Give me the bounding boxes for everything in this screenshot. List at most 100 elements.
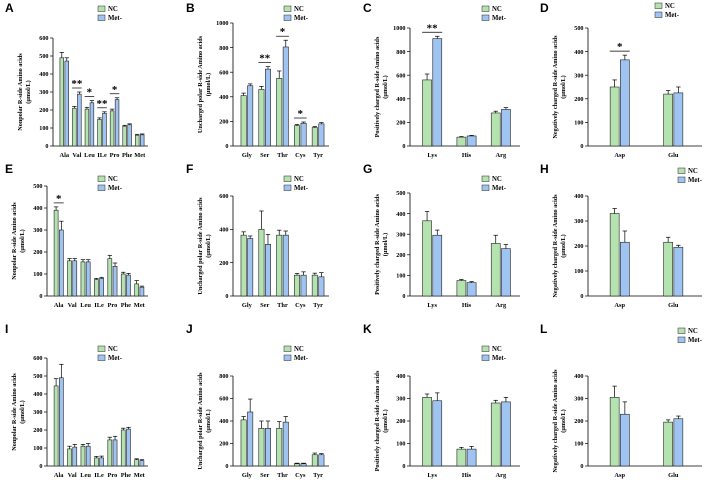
bar-nc-val bbox=[72, 107, 77, 147]
bar-met-met bbox=[140, 134, 145, 147]
bar-nc-lys bbox=[422, 397, 432, 467]
legend-label-met: Met- bbox=[294, 355, 309, 362]
x-tick-label: Ala bbox=[59, 152, 69, 159]
legend-swatch-nc bbox=[654, 2, 663, 9]
y-tick-label: 400 bbox=[219, 94, 228, 101]
bar-nc-ser bbox=[258, 428, 265, 467]
x-tick-label: Phe bbox=[121, 472, 131, 479]
legend-label-nc: NC bbox=[108, 176, 118, 183]
x-tick-label: Glu bbox=[668, 302, 679, 309]
bar-met-gly bbox=[247, 238, 254, 297]
bar-met-arg bbox=[501, 109, 511, 147]
bar-nc-val bbox=[67, 260, 72, 297]
significance-mark: * bbox=[56, 193, 62, 205]
y-tick-label: 100 bbox=[33, 445, 42, 452]
y-axis-unit: (μmol/L) bbox=[19, 400, 26, 423]
legend-swatch-met bbox=[283, 184, 292, 191]
panel-label: F bbox=[186, 162, 193, 176]
bar-nc-pro bbox=[107, 258, 113, 297]
legend-label-nc: NC bbox=[688, 168, 698, 175]
bar-nc-ile bbox=[97, 119, 102, 147]
bar-met-val bbox=[72, 446, 78, 467]
y-tick-label: 400 bbox=[219, 418, 228, 425]
y-tick-label: 300 bbox=[33, 227, 42, 234]
legend-label-met: Met- bbox=[688, 177, 703, 184]
x-tick-label: Glu bbox=[668, 472, 679, 479]
bar-nc-gly bbox=[240, 95, 247, 147]
bar-nc-thr bbox=[276, 234, 283, 297]
legend-swatch-met bbox=[283, 354, 292, 361]
legend-swatch-met bbox=[481, 14, 490, 21]
bar-nc-leu bbox=[84, 108, 90, 147]
y-tick-label: 400 bbox=[396, 211, 405, 218]
legend-swatch-met bbox=[481, 184, 490, 191]
x-tick-label: ILe bbox=[94, 472, 104, 479]
bar-met-ile bbox=[99, 278, 104, 297]
legend-swatch-met bbox=[677, 176, 686, 183]
legend-swatch-met bbox=[97, 354, 106, 361]
y-tick-label: 100 bbox=[39, 125, 48, 132]
bar-met-arg bbox=[501, 401, 511, 467]
y-tick-label: 0 bbox=[39, 293, 42, 300]
bar-met-leu bbox=[85, 261, 91, 297]
bar-nc-pro bbox=[109, 110, 115, 147]
significance-mark: ** bbox=[427, 22, 439, 34]
y-tick-label: 400 bbox=[574, 193, 583, 200]
x-tick-label: His bbox=[462, 152, 472, 159]
significance-mark: ** bbox=[259, 53, 271, 65]
y-tick-label: 200 bbox=[39, 107, 48, 114]
bar-nc-val bbox=[67, 448, 72, 467]
legend-swatch-met bbox=[97, 184, 106, 191]
bar-nc-ile bbox=[94, 457, 99, 467]
bar-nc-ser bbox=[258, 229, 265, 297]
legend-label-nc: NC bbox=[294, 6, 304, 13]
x-tick-label: Thr bbox=[277, 152, 288, 159]
x-tick-label: Val bbox=[72, 152, 81, 159]
y-tick-label: 400 bbox=[574, 49, 583, 56]
bar-met-met bbox=[139, 286, 145, 297]
x-tick-label: Val bbox=[68, 302, 77, 309]
x-tick-label: Leu bbox=[84, 152, 95, 159]
bar-met-phe bbox=[126, 428, 131, 467]
y-tick-label: 200 bbox=[574, 418, 583, 425]
panel-label: J bbox=[186, 322, 193, 336]
y-axis-label: Negatively charged R-side Amino acids bbox=[552, 369, 559, 473]
legend-swatch-met bbox=[481, 354, 490, 361]
y-axis-unit: (μmol/L) bbox=[560, 409, 567, 432]
bar-nc-tyr bbox=[311, 127, 318, 147]
bar-met-tyr bbox=[318, 276, 325, 297]
panel-label: D bbox=[540, 1, 549, 15]
significance-mark: ** bbox=[97, 98, 109, 110]
bar-nc-asp bbox=[609, 397, 620, 467]
panel-label: E bbox=[5, 162, 13, 176]
y-tick-label: 0 bbox=[225, 143, 228, 150]
bar-met-phe bbox=[127, 124, 132, 147]
bar-met-leu bbox=[89, 102, 95, 147]
x-tick-label: Met bbox=[134, 472, 146, 479]
bar-met-lys bbox=[432, 234, 443, 297]
y-tick-label: 100 bbox=[574, 268, 583, 275]
legend-swatch-nc bbox=[283, 175, 292, 182]
significance-mark: * bbox=[112, 84, 118, 96]
bar-met-tyr bbox=[318, 454, 325, 467]
bar-nc-arg bbox=[490, 402, 501, 467]
bar-met-glu bbox=[673, 418, 684, 467]
legend-label-nc: NC bbox=[294, 346, 304, 353]
y-tick-label: 500 bbox=[33, 183, 42, 190]
y-tick-label: 400 bbox=[396, 373, 405, 380]
bar-nc-glu bbox=[663, 93, 673, 147]
bar-met-ile bbox=[99, 457, 104, 467]
significance-mark: ** bbox=[71, 78, 83, 90]
legend-swatch-met bbox=[677, 336, 686, 343]
y-tick-label: 200 bbox=[574, 96, 583, 103]
bar-met-his bbox=[466, 448, 477, 467]
y-axis-label: Nonpolar R-side Amino acids bbox=[17, 53, 24, 131]
bar-nc-cys bbox=[294, 274, 300, 297]
bar-met-asp bbox=[620, 241, 630, 297]
y-tick-label: 200 bbox=[219, 441, 228, 448]
bar-met-lys bbox=[432, 38, 443, 147]
y-tick-label: 500 bbox=[33, 373, 42, 380]
y-tick-label: 300 bbox=[574, 218, 583, 225]
x-tick-label: ILe bbox=[94, 302, 104, 309]
bar-nc-gly bbox=[240, 234, 247, 297]
